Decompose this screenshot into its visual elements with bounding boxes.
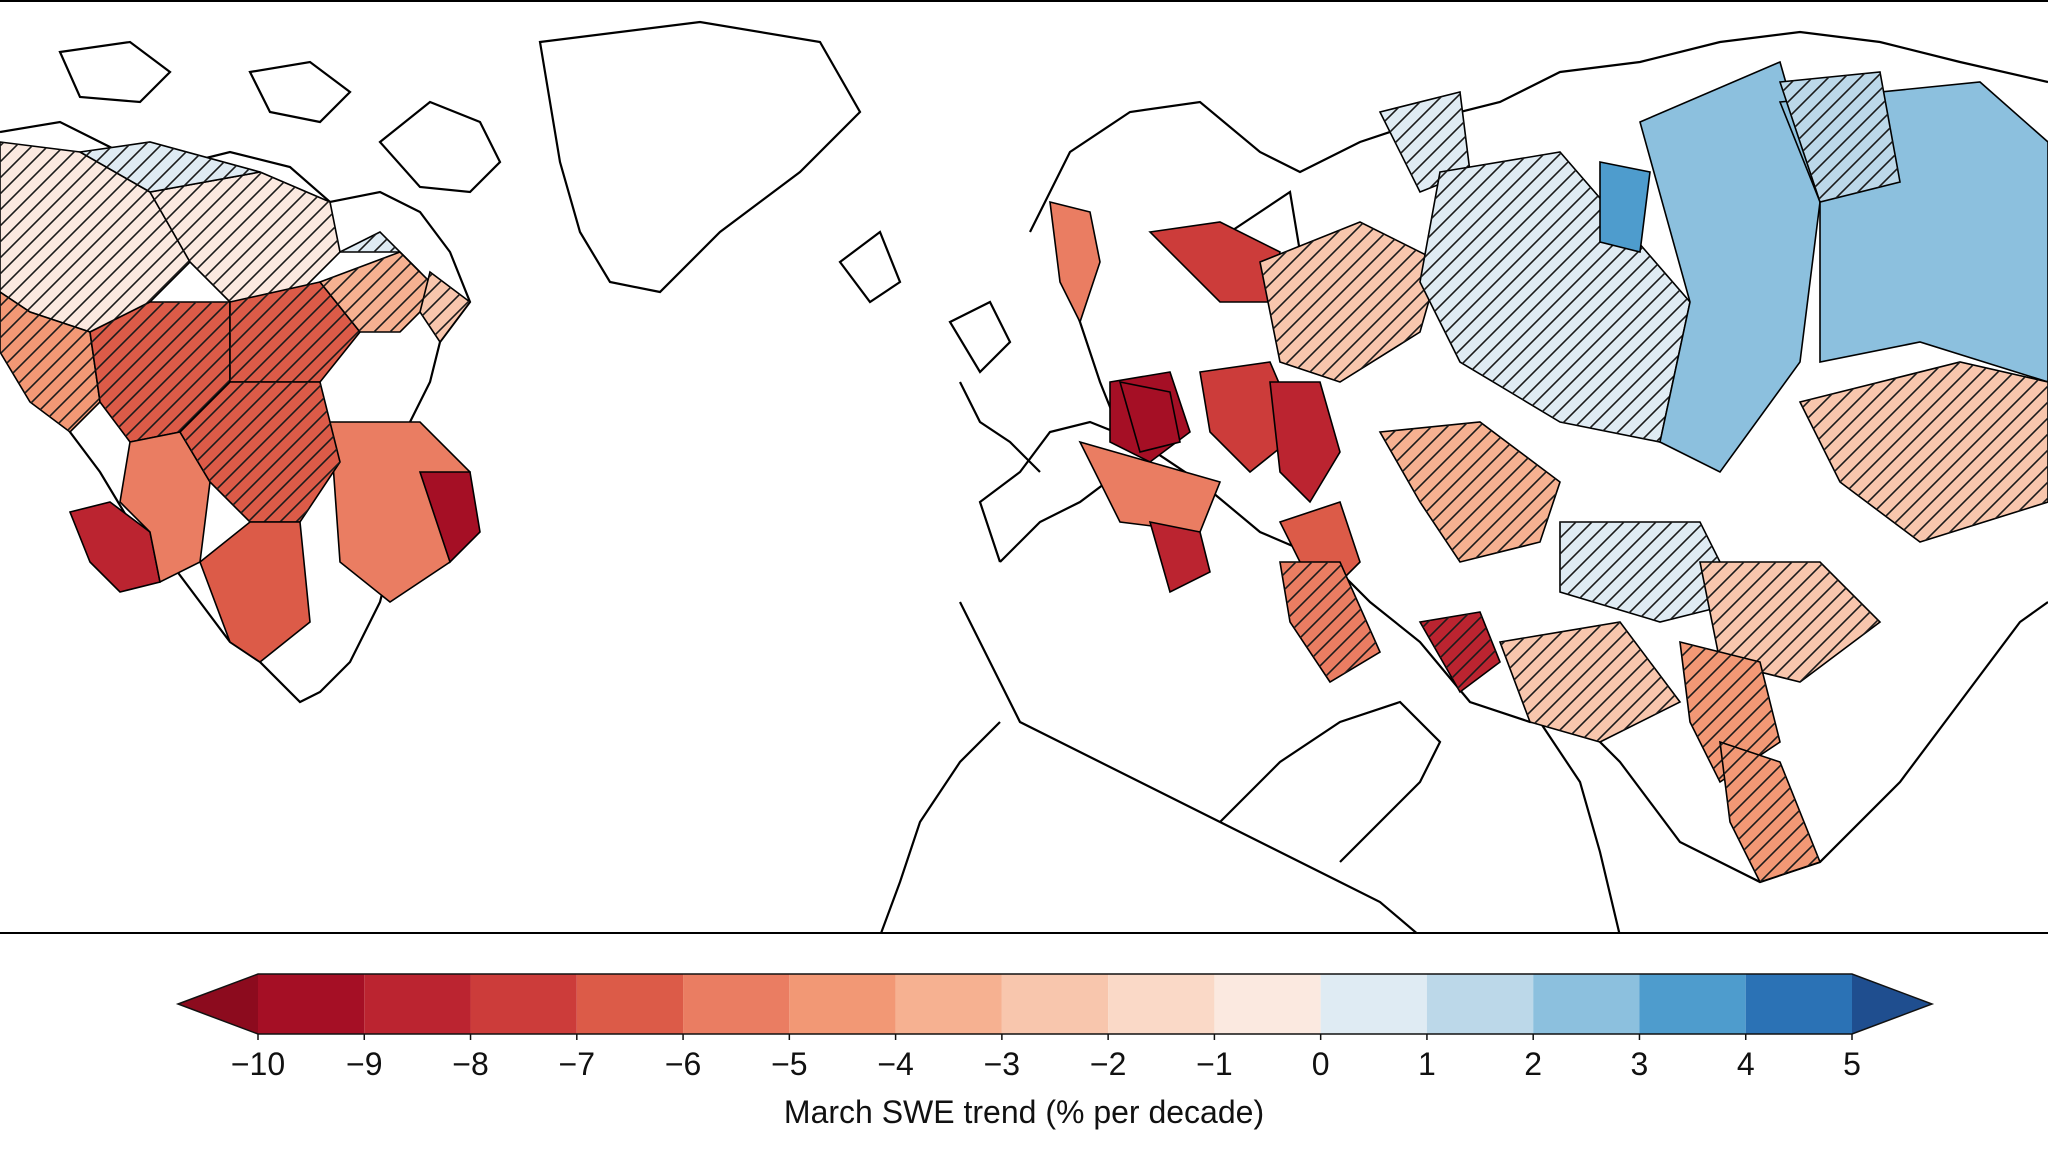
colorbar-bin-5	[789, 974, 896, 1034]
colorbar-tick-label: 0	[1311, 1046, 1330, 1082]
colorbar-tick-label: 2	[1524, 1046, 1543, 1082]
region-scandinavia	[1049, 200, 1101, 325]
colorbar-under-arrow	[178, 974, 258, 1034]
colorbar-title: March SWE trend (% per decade)	[783, 1094, 1265, 1130]
region-hatch	[1560, 522, 1740, 622]
world-map	[0, 20, 2048, 932]
colorbar-tick-label: 1	[1418, 1046, 1436, 1082]
colorbar	[175, 973, 1935, 1040]
region-hatch	[1780, 72, 1900, 202]
region-central-europe	[1118, 380, 1181, 453]
map-panel	[0, 0, 2048, 934]
colorbar-tick-label: −4	[877, 1046, 914, 1082]
region-hatch	[1800, 362, 2048, 542]
colorbar-bin-8	[1108, 974, 1215, 1034]
region-hatch	[180, 382, 340, 522]
region-hatch	[90, 302, 230, 442]
colorbar-bin-13	[1639, 974, 1746, 1034]
region-hatch	[0, 292, 100, 432]
region-hatch	[1720, 742, 1820, 882]
region-hatch	[340, 232, 420, 272]
colorbar-tick-label: −8	[452, 1046, 489, 1082]
region-hatch	[1260, 222, 1440, 382]
colorbar-tick-label: −3	[983, 1046, 1021, 1082]
region-hatch	[230, 282, 360, 382]
colorbar-bin-9	[1214, 974, 1321, 1034]
region-hatch	[1700, 562, 1880, 682]
region-hatch	[0, 142, 190, 332]
region-hatch	[150, 172, 340, 302]
colorbar-bin-0	[258, 974, 365, 1034]
colorbar-tick-label: 4	[1736, 1046, 1755, 1082]
region-balkans	[1148, 520, 1211, 594]
region-us-northeast-coast	[418, 471, 481, 564]
colorbar-tick-label: −1	[1196, 1046, 1233, 1082]
colorbar-tick-label: −7	[558, 1046, 596, 1082]
colorbar-bin-2	[470, 974, 577, 1034]
colorbar-tick-label: −10	[230, 1046, 286, 1082]
colorbar-bin-14	[1745, 974, 1852, 1034]
region-rio-grande	[199, 521, 311, 663]
region-hatch	[1500, 622, 1680, 742]
region-danube	[1078, 440, 1222, 533]
colorbar-bin-3	[576, 974, 684, 1034]
colorbar-bin-1	[364, 974, 471, 1034]
region-hatch	[1420, 152, 1690, 442]
region-hatch	[1420, 612, 1500, 692]
colorbar-bin-10	[1320, 974, 1427, 1034]
region-hatch	[1680, 642, 1780, 782]
colorbar-bin-4	[683, 974, 790, 1034]
region-hatch	[1380, 92, 1470, 192]
colorbar-bin-12	[1533, 974, 1640, 1034]
region-taimyr	[1599, 161, 1651, 253]
colorbar-bin-7	[1001, 974, 1109, 1034]
colorbar-tick-label: 5	[1843, 1046, 1861, 1082]
colorbar-tick-label: −6	[664, 1046, 702, 1082]
colorbar-tick-label: −5	[771, 1046, 808, 1082]
region-hatch	[320, 252, 440, 332]
region-hatch	[420, 272, 470, 342]
colorbar-over-arrow	[1852, 974, 1932, 1034]
region-hatch	[1280, 562, 1380, 682]
region-hatch	[80, 142, 260, 192]
colorbar-tick-label: 3	[1630, 1046, 1649, 1082]
colorbar-tick-label: −2	[1089, 1046, 1127, 1082]
colorbar-tick-label: −9	[346, 1046, 383, 1082]
colorbar-bin-6	[895, 974, 1002, 1034]
colorbar-bin-11	[1426, 974, 1534, 1034]
region-hatch	[1380, 422, 1560, 562]
region-don-basin	[1269, 381, 1341, 504]
basin-regions	[0, 60, 2048, 883]
